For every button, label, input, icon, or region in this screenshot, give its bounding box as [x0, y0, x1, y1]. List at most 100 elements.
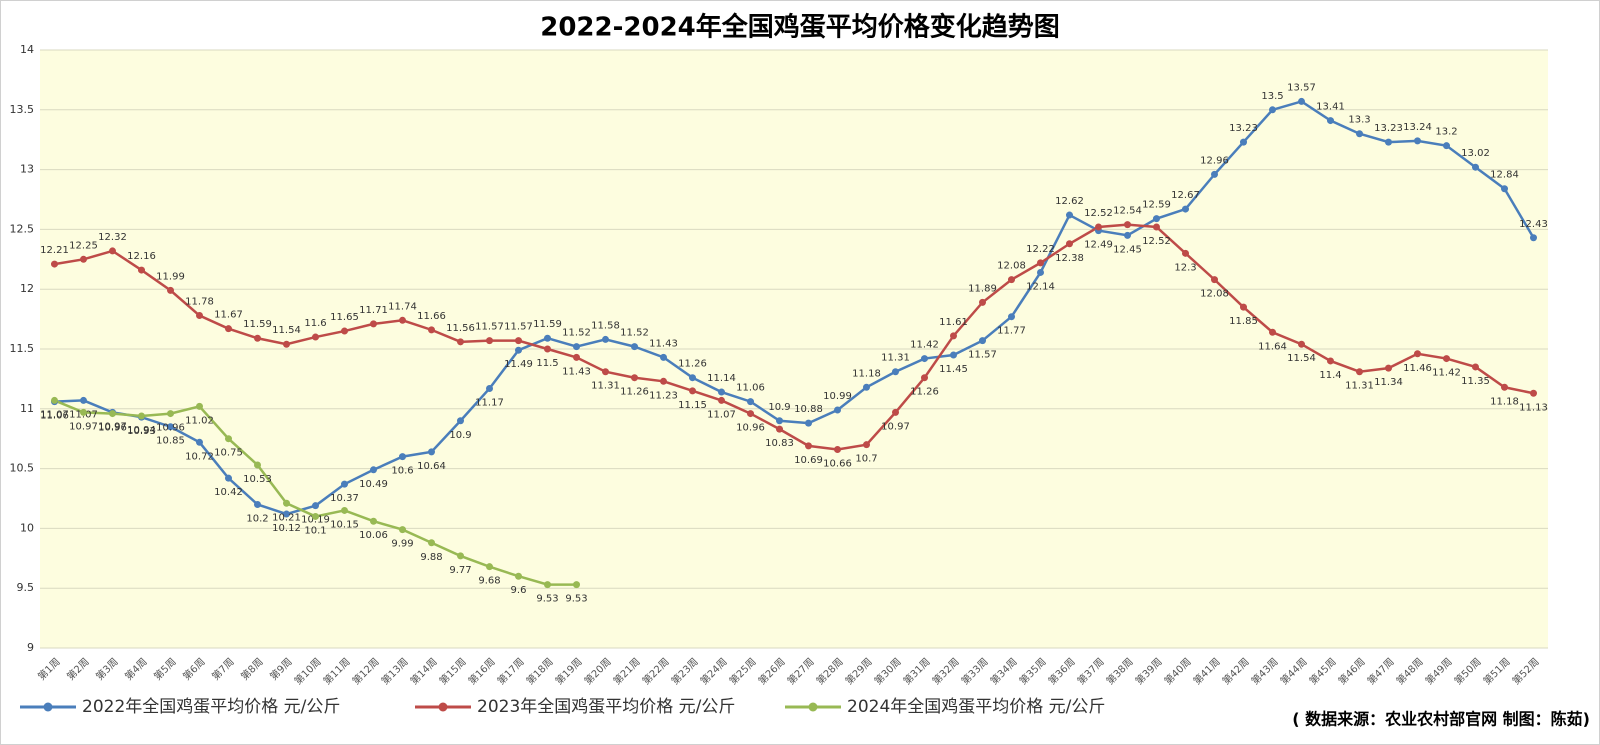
data-label: 11.85 [1229, 316, 1258, 327]
data-point [428, 539, 435, 547]
data-point [1472, 163, 1479, 171]
data-label: 12.16 [127, 251, 156, 262]
data-label: 11.06 [40, 411, 69, 422]
data-label: 11.74 [388, 301, 417, 312]
data-point [1008, 313, 1015, 321]
data-label: 10.66 [823, 458, 852, 469]
data-label: 11.57 [475, 322, 504, 333]
data-point [80, 408, 87, 416]
data-label: 11.54 [1287, 353, 1316, 364]
data-label: 11.77 [997, 326, 1026, 337]
data-point [950, 332, 957, 340]
data-point [283, 499, 290, 507]
data-label: 12.25 [69, 240, 98, 251]
data-point [312, 512, 319, 520]
source-note: ( 数据来源：农业农村部官网 制图：陈茹) [1292, 710, 1590, 729]
data-label: 10.53 [243, 474, 272, 485]
chart-title: 2022-2024年全国鸡蛋平均价格变化趋势图 [540, 12, 1060, 43]
data-label: 10.06 [359, 530, 388, 541]
data-point [167, 423, 174, 431]
data-point [747, 398, 754, 406]
data-point [1414, 137, 1421, 145]
data-point [399, 316, 406, 324]
data-label: 11.31 [1345, 381, 1374, 392]
y-tick-label: 13.5 [10, 103, 35, 116]
data-label: 13.23 [1374, 123, 1403, 134]
data-point [1501, 383, 1508, 391]
data-point [921, 374, 928, 382]
data-point [1240, 138, 1247, 146]
data-label: 11.15 [678, 400, 707, 411]
data-point [196, 438, 203, 446]
data-point [1269, 106, 1276, 114]
data-label: 10.97 [98, 421, 127, 432]
y-tick-label: 11 [20, 402, 34, 415]
data-label: 10.12 [272, 523, 301, 534]
data-label: 11.66 [417, 311, 446, 322]
data-point [225, 435, 232, 443]
data-label: 10.96 [156, 423, 185, 434]
data-point [805, 442, 812, 450]
data-point [515, 337, 522, 345]
data-label: 11.58 [591, 320, 620, 331]
data-label: 11.31 [881, 353, 910, 364]
data-point [573, 343, 580, 351]
data-label: 13.57 [1287, 82, 1316, 93]
y-tick-label: 9 [27, 641, 34, 654]
data-label: 12.96 [1200, 155, 1229, 166]
data-label: 9.99 [391, 539, 413, 550]
data-point [631, 343, 638, 351]
data-point [776, 425, 783, 433]
y-tick-label: 10 [20, 521, 34, 534]
data-point [747, 410, 754, 418]
data-point [1211, 276, 1218, 284]
data-point [225, 325, 232, 333]
data-label: 11.52 [620, 328, 649, 339]
data-label: 10.19 [301, 515, 330, 526]
data-point [660, 377, 667, 385]
y-tick-label: 9.5 [17, 581, 35, 594]
y-tick-label: 14 [20, 43, 34, 56]
data-point [979, 337, 986, 345]
data-label: 11.46 [1403, 363, 1432, 374]
data-point [80, 255, 87, 263]
data-point [167, 286, 174, 294]
data-label: 10.88 [794, 404, 823, 415]
data-label: 11.59 [243, 319, 272, 330]
data-label: 11.07 [707, 409, 736, 420]
data-point [1182, 205, 1189, 213]
legend-label: 2023年全国鸡蛋平均价格 元/公斤 [477, 697, 735, 717]
data-point [1153, 223, 1160, 231]
data-point [834, 406, 841, 414]
data-point [1124, 231, 1131, 239]
data-point [602, 335, 609, 343]
data-label: 9.6 [511, 585, 527, 596]
legend-label: 2022年全国鸡蛋平均价格 元/公斤 [82, 697, 340, 717]
data-label: 10.97 [69, 421, 98, 432]
data-label: 10.93 [127, 426, 156, 437]
data-point [457, 552, 464, 560]
data-point [544, 345, 551, 353]
data-label: 11.5 [536, 358, 558, 369]
data-point [573, 353, 580, 361]
data-point [718, 388, 725, 396]
data-label: 12.67 [1171, 190, 1200, 201]
data-point [312, 333, 319, 341]
data-point [573, 581, 580, 589]
data-label: 12.38 [1055, 253, 1084, 264]
y-tick-label: 12.5 [10, 222, 35, 235]
data-point [457, 338, 464, 346]
data-point [1385, 138, 1392, 146]
data-label: 10.9 [768, 402, 790, 413]
data-point [486, 384, 493, 392]
data-label: 11.99 [156, 271, 185, 282]
data-label: 10.49 [359, 479, 388, 490]
data-label: 12.52 [1142, 236, 1171, 247]
data-label: 10.96 [98, 423, 127, 434]
data-label: 11.18 [1490, 396, 1519, 407]
data-label: 12.08 [997, 261, 1026, 272]
data-point [254, 500, 261, 508]
data-label: 12.3 [1174, 262, 1196, 273]
y-tick-label: 11.5 [10, 342, 35, 355]
data-point [892, 408, 899, 416]
